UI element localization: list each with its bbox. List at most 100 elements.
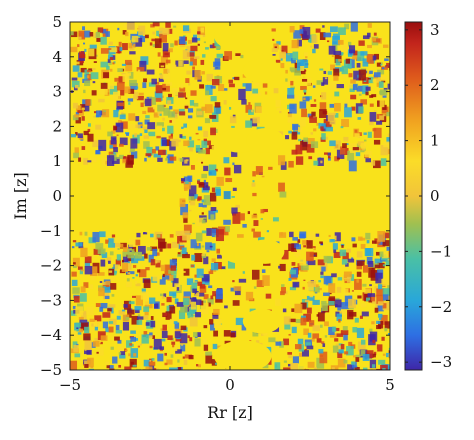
- texture-patch: [375, 272, 383, 284]
- texture-patch: [362, 85, 369, 93]
- texture-patch: [346, 276, 351, 283]
- texture-patch: [187, 311, 194, 319]
- texture-patch: [184, 104, 189, 107]
- texture-patch: [210, 323, 215, 331]
- texture-patch: [87, 160, 92, 163]
- texture-patch: [83, 130, 89, 136]
- yellow-lobe: [214, 340, 272, 370]
- texture-patch: [98, 139, 107, 151]
- texture-patch: [110, 283, 117, 290]
- texture-patch: [92, 140, 98, 148]
- texture-patch: [77, 133, 83, 139]
- texture-patch: [204, 104, 213, 114]
- texture-patch: [351, 106, 356, 111]
- texture-patch: [101, 252, 108, 259]
- texture-patch: [120, 351, 126, 356]
- texture-patch: [83, 333, 91, 341]
- texture-patch: [334, 54, 342, 63]
- texture-patch: [223, 330, 231, 337]
- texture-patch: [373, 160, 381, 169]
- texture-patch: [155, 97, 162, 102]
- texture-patch: [369, 359, 377, 369]
- texture-patch: [84, 265, 93, 275]
- texture-patch: [158, 77, 164, 82]
- texture-patch: [161, 296, 165, 299]
- texture-patch: [127, 249, 135, 259]
- texture-patch: [178, 139, 181, 143]
- texture-patch: [306, 251, 314, 262]
- y-tick-label: 5: [52, 13, 62, 31]
- texture-patch: [209, 114, 217, 119]
- y-tick-label: −2: [40, 257, 62, 275]
- texture-patch: [291, 131, 298, 140]
- texture-patch: [126, 340, 132, 348]
- texture-patch: [127, 303, 131, 306]
- texture-patch: [251, 182, 256, 187]
- texture-patch: [150, 233, 154, 238]
- texture-patch: [114, 264, 121, 271]
- texture-patch: [86, 75, 90, 79]
- texture-patch: [74, 114, 80, 118]
- texture-patch: [137, 269, 141, 273]
- texture-patch: [210, 96, 217, 102]
- texture-patch: [211, 258, 216, 262]
- texture-patch: [133, 91, 139, 100]
- texture-patch: [111, 310, 114, 314]
- texture-patch: [194, 338, 201, 347]
- texture-patch: [101, 29, 107, 34]
- texture-patch: [345, 143, 349, 145]
- texture-patch: [183, 291, 191, 300]
- texture-patch: [188, 185, 197, 197]
- texture-patch: [325, 126, 333, 132]
- texture-patch: [105, 239, 109, 244]
- texture-patch: [268, 337, 276, 343]
- texture-patch: [180, 325, 187, 331]
- texture-patch: [372, 55, 377, 61]
- texture-patch: [113, 237, 120, 244]
- texture-patch: [338, 27, 346, 35]
- texture-patch: [108, 61, 112, 65]
- texture-patch: [381, 251, 388, 259]
- texture-patch: [344, 351, 349, 355]
- texture-patch: [232, 187, 237, 192]
- texture-patch: [352, 243, 357, 248]
- texture-patch: [205, 84, 213, 95]
- texture-patch: [381, 106, 389, 114]
- texture-patch: [112, 266, 118, 274]
- texture-patch: [295, 244, 302, 250]
- texture-patch: [354, 366, 360, 370]
- texture-patch: [125, 271, 129, 274]
- texture-patch: [208, 285, 213, 289]
- texture-patch: [297, 239, 301, 243]
- texture-patch: [84, 231, 88, 236]
- texture-patch: [231, 150, 238, 157]
- texture-patch: [128, 42, 133, 49]
- texture-patch: [334, 338, 339, 342]
- texture-patch: [162, 273, 165, 277]
- texture-patch: [117, 339, 122, 344]
- texture-patch: [361, 311, 369, 317]
- texture-patch: [97, 272, 105, 276]
- texture-patch: [194, 194, 198, 199]
- texture-patch: [174, 40, 178, 46]
- texture-patch: [123, 304, 128, 308]
- texture-patch: [328, 283, 336, 293]
- texture-patch: [358, 147, 363, 151]
- texture-patch: [377, 305, 384, 312]
- texture-patch: [73, 102, 78, 109]
- texture-patch: [352, 327, 358, 333]
- texture-patch: [356, 271, 362, 277]
- texture-patch: [372, 38, 381, 43]
- texture-patch: [383, 232, 390, 239]
- texture-patch: [170, 354, 174, 358]
- texture-patch: [91, 254, 95, 259]
- texture-patch: [322, 77, 329, 85]
- texture-patch: [376, 62, 381, 67]
- texture-patch: [119, 143, 124, 147]
- texture-patch: [212, 315, 219, 319]
- texture-patch: [202, 217, 207, 220]
- texture-patch: [324, 335, 328, 338]
- texture-patch: [138, 25, 146, 36]
- texture-patch: [360, 339, 366, 345]
- texture-patch: [110, 277, 116, 282]
